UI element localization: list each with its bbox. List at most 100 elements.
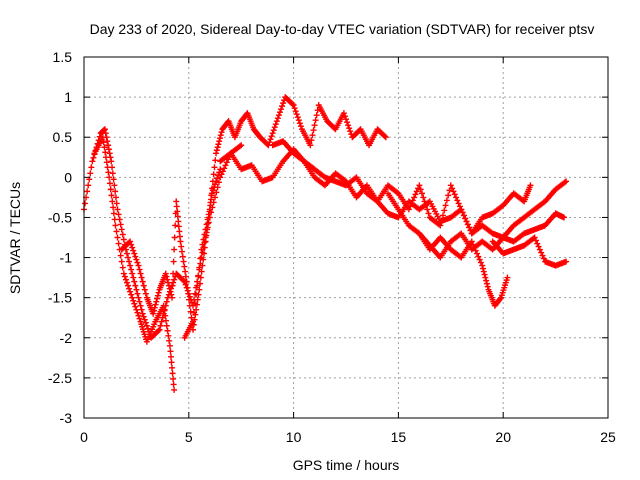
data-point bbox=[114, 206, 121, 213]
data-point bbox=[211, 164, 218, 171]
data-point bbox=[346, 125, 353, 132]
data-point bbox=[103, 154, 110, 161]
data-point bbox=[464, 221, 471, 228]
data-point bbox=[538, 249, 545, 256]
data-point bbox=[206, 206, 213, 213]
y-tick-label: -0.5 bbox=[48, 209, 72, 225]
data-point bbox=[381, 133, 388, 140]
data-point bbox=[200, 256, 207, 263]
data-point bbox=[200, 236, 207, 243]
data-point bbox=[216, 135, 223, 142]
data-point bbox=[194, 296, 201, 303]
data-point bbox=[119, 231, 126, 238]
data-point bbox=[167, 288, 174, 295]
data-point bbox=[216, 169, 223, 176]
data-point bbox=[112, 194, 119, 201]
y-tick-label: -3 bbox=[60, 410, 73, 426]
x-axis-title: GPS time / hours bbox=[293, 457, 400, 473]
data-point bbox=[195, 273, 202, 280]
data-point bbox=[197, 255, 204, 262]
data-point bbox=[189, 318, 196, 325]
data-point bbox=[482, 274, 489, 281]
data-point bbox=[477, 259, 484, 266]
data-point bbox=[269, 130, 276, 137]
data-point bbox=[209, 185, 216, 192]
data-point bbox=[413, 188, 420, 195]
data-point bbox=[101, 144, 108, 151]
data-point bbox=[87, 170, 94, 177]
data-point bbox=[128, 291, 135, 298]
data-point bbox=[152, 301, 159, 308]
data-point bbox=[442, 202, 449, 209]
data-point bbox=[187, 308, 194, 315]
data-point bbox=[134, 259, 141, 266]
data-point bbox=[135, 312, 142, 319]
data-point bbox=[217, 132, 224, 139]
data-point bbox=[122, 276, 129, 283]
data-point bbox=[292, 108, 299, 115]
data-point bbox=[178, 248, 185, 255]
data-point bbox=[279, 103, 286, 110]
x-tick-label: 25 bbox=[600, 429, 616, 445]
data-point bbox=[108, 192, 115, 199]
data-point bbox=[213, 189, 220, 196]
data-point bbox=[117, 252, 124, 259]
x-tick-label: 0 bbox=[80, 429, 88, 445]
data-point bbox=[170, 381, 177, 388]
data-point bbox=[340, 110, 347, 117]
data-point bbox=[181, 263, 188, 270]
data-point bbox=[175, 223, 182, 230]
data-point bbox=[449, 185, 456, 192]
data-point bbox=[133, 286, 140, 293]
data-point bbox=[481, 271, 488, 278]
data-point bbox=[110, 204, 117, 211]
data-point bbox=[103, 159, 110, 166]
data-point bbox=[141, 316, 148, 323]
data-point bbox=[289, 101, 296, 108]
data-point bbox=[192, 290, 199, 297]
data-point bbox=[166, 337, 173, 344]
data-point bbox=[221, 165, 228, 172]
data-point bbox=[411, 194, 418, 201]
data-point bbox=[297, 123, 304, 130]
data-point bbox=[479, 262, 486, 269]
data-point bbox=[102, 130, 109, 137]
data-point bbox=[143, 322, 150, 329]
data-point bbox=[475, 253, 482, 260]
data-point bbox=[157, 322, 164, 329]
data-point bbox=[483, 280, 490, 287]
data-point bbox=[218, 129, 225, 136]
data-point bbox=[188, 314, 195, 321]
data-point bbox=[527, 182, 534, 189]
data-point bbox=[180, 277, 187, 284]
data-point bbox=[204, 216, 211, 223]
data-point bbox=[424, 206, 431, 213]
data-point bbox=[128, 266, 135, 273]
data-point bbox=[405, 206, 412, 213]
data-point bbox=[290, 102, 297, 109]
grid bbox=[84, 57, 608, 418]
data-point bbox=[170, 375, 177, 382]
y-tick-label: 0 bbox=[64, 169, 72, 185]
data-point bbox=[132, 303, 139, 310]
data-point bbox=[171, 386, 178, 393]
data-point bbox=[418, 190, 425, 197]
data-point bbox=[184, 284, 191, 291]
data-point bbox=[169, 294, 176, 301]
data-point bbox=[107, 186, 114, 193]
data-point bbox=[213, 150, 220, 157]
data-point bbox=[120, 270, 127, 277]
series-satellite-track-3 bbox=[118, 166, 224, 333]
data-point bbox=[198, 268, 205, 275]
data-point bbox=[209, 178, 216, 185]
data-point bbox=[203, 221, 210, 228]
data-point bbox=[101, 126, 108, 133]
data-point bbox=[208, 192, 215, 199]
data-point bbox=[272, 121, 279, 128]
data-point bbox=[268, 133, 275, 140]
data-point bbox=[150, 307, 157, 314]
data-point bbox=[412, 191, 419, 198]
data-point bbox=[280, 100, 287, 107]
data-point bbox=[136, 266, 143, 273]
data-point bbox=[309, 132, 316, 139]
